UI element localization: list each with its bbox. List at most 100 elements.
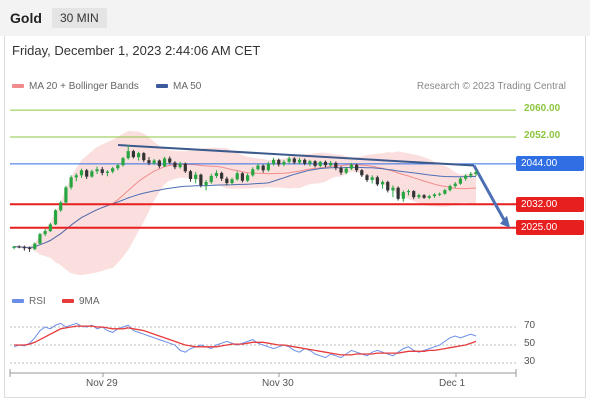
candle-body: [136, 153, 141, 158]
candle-body: [334, 162, 338, 168]
candle-body: [422, 195, 426, 198]
candle-body: [74, 175, 78, 178]
candle-body: [464, 175, 468, 179]
chart-datetime: Friday, December 1, 2023 2:44:06 AM CET: [12, 43, 261, 58]
level-label-2044.00: 2044.00: [516, 156, 584, 172]
candle-body: [458, 178, 463, 184]
candle-body: [105, 171, 110, 173]
candle-body: [323, 161, 328, 166]
rsi-swatch: [12, 299, 24, 304]
candle-body: [349, 164, 354, 169]
candle-body: [220, 172, 224, 179]
candle-body: [245, 175, 250, 181]
candle-body: [282, 161, 286, 165]
candle-body: [48, 224, 52, 232]
candle-body: [240, 173, 245, 181]
candle-body: [230, 179, 234, 184]
candle-body: [308, 161, 312, 164]
level-label-2052.00: 2052.00: [524, 129, 561, 141]
candle-body: [131, 151, 135, 158]
candle-body: [453, 183, 457, 187]
candle-body: [277, 159, 281, 165]
candle-body: [251, 169, 255, 176]
candle-body: [292, 158, 296, 163]
candle-body: [22, 247, 26, 249]
rsi-tick-label: 30: [524, 356, 536, 367]
rsi-series-rsi: [13, 322, 477, 359]
candle-body: [401, 192, 405, 199]
candle-body: [199, 174, 203, 186]
candle-body: [370, 177, 374, 181]
candle-body: [27, 247, 32, 249]
candle-body: [43, 231, 47, 235]
candle-body: [474, 171, 478, 174]
candle-body: [406, 191, 411, 193]
candle-body: [188, 171, 193, 179]
candle-body: [79, 170, 84, 176]
candle-body: [59, 202, 63, 211]
candle-body: [12, 246, 16, 248]
legend-ma50: MA 50: [156, 81, 201, 92]
candle-body: [162, 158, 167, 167]
candle-body: [235, 173, 239, 180]
candle-body: [360, 170, 364, 176]
ma20-swatch: [12, 84, 24, 89]
candle-body: [69, 177, 73, 188]
candle-body: [168, 158, 172, 163]
candle-body: [432, 194, 437, 197]
x-tick-label: Nov 29: [86, 378, 118, 389]
legend-rsi9-label: 9MA: [79, 296, 100, 307]
candle-body: [121, 158, 125, 166]
candle-body: [303, 159, 307, 164]
candle-body: [100, 169, 104, 173]
candle-body: [391, 187, 395, 191]
ma50-line: [13, 166, 476, 249]
legend-rsi9: 9MA: [62, 296, 100, 307]
candle-body: [339, 167, 343, 173]
x-tick-label: Dec 1: [439, 378, 466, 389]
candle-body: [355, 164, 359, 171]
rsi9-swatch: [62, 299, 74, 304]
candle-body: [469, 173, 473, 176]
candle-body: [427, 196, 431, 198]
candle-body: [95, 169, 99, 172]
legend-ma50-label: MA 50: [173, 81, 202, 92]
rsi-series-9ma: [14, 325, 477, 356]
level-label-2025.00: 2025.00: [516, 220, 584, 236]
rsi-tick-label: 70: [524, 320, 536, 331]
legend-ma20-label: MA 20 + Bollinger Bands: [29, 81, 139, 92]
candle-body: [126, 151, 130, 159]
legend-rsi-label: RSI: [29, 296, 46, 307]
candle-body: [266, 163, 270, 171]
candle-body: [417, 195, 421, 198]
candle-body: [448, 186, 452, 191]
candle-body: [178, 163, 182, 168]
candle-body: [116, 165, 120, 169]
candle-body: [365, 175, 369, 181]
candle-body: [313, 161, 317, 166]
ma50-swatch: [156, 84, 168, 89]
candle-body: [111, 168, 115, 172]
timeframe-button[interactable]: 30 MIN: [52, 8, 107, 28]
candle-body: [412, 191, 416, 198]
candle-body: [375, 177, 379, 185]
candle-body: [225, 178, 229, 184]
candle-body: [204, 182, 208, 186]
candle-body: [318, 161, 322, 166]
symbol-title: Gold: [10, 10, 42, 26]
copyright-text: Research © 2023 Trading Central: [416, 81, 566, 92]
candle-body: [329, 162, 333, 166]
candle-body: [85, 170, 89, 177]
candle-body: [438, 193, 442, 195]
candle-body: [344, 168, 348, 173]
candle-body: [183, 163, 187, 172]
candle-body: [64, 187, 68, 203]
candle-body: [90, 171, 94, 177]
rsi-tick-label: 50: [524, 338, 536, 349]
candle-body: [33, 243, 37, 249]
candle-body: [53, 210, 58, 225]
x-tick-label: Nov 30: [262, 378, 294, 389]
legend-rsi: RSI: [12, 296, 46, 307]
top-bar: Gold 30 MIN: [0, 0, 590, 36]
